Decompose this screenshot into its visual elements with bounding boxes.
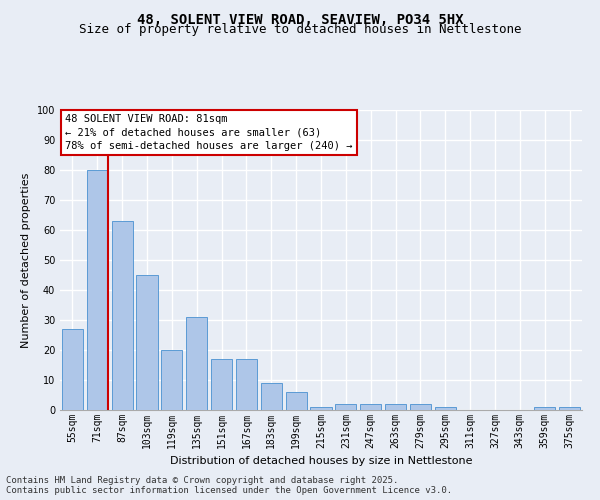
Bar (186, 317, 207, 410)
Bar (236, 359, 257, 410)
Bar (310, 407, 332, 410)
Text: 48, SOLENT VIEW ROAD, SEAVIEW, PO34 5HX: 48, SOLENT VIEW ROAD, SEAVIEW, PO34 5HX (137, 12, 463, 26)
Bar (62, 329, 83, 410)
Bar (385, 404, 406, 410)
Bar (435, 407, 456, 410)
Text: Contains HM Land Registry data © Crown copyright and database right 2025.: Contains HM Land Registry data © Crown c… (6, 476, 398, 485)
Bar (286, 392, 307, 410)
Bar (559, 407, 580, 410)
Text: Size of property relative to detached houses in Nettlestone: Size of property relative to detached ho… (79, 22, 521, 36)
Bar (211, 359, 232, 410)
Bar (335, 404, 356, 410)
Bar (136, 275, 158, 410)
X-axis label: Distribution of detached houses by size in Nettlestone: Distribution of detached houses by size … (170, 456, 472, 466)
Bar (87, 170, 108, 410)
Y-axis label: Number of detached properties: Number of detached properties (21, 172, 31, 348)
Bar (261, 383, 282, 410)
Text: Contains public sector information licensed under the Open Government Licence v3: Contains public sector information licen… (6, 486, 452, 495)
Bar (112, 221, 133, 410)
Bar (161, 350, 182, 410)
Text: 48 SOLENT VIEW ROAD: 81sqm
← 21% of detached houses are smaller (63)
78% of semi: 48 SOLENT VIEW ROAD: 81sqm ← 21% of deta… (65, 114, 353, 151)
Bar (534, 407, 555, 410)
Bar (410, 404, 431, 410)
Bar (360, 404, 381, 410)
